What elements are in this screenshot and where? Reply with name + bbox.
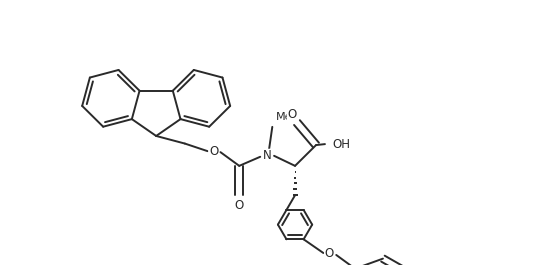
Text: O: O (287, 108, 296, 121)
Text: OH: OH (333, 137, 351, 151)
Text: N: N (263, 149, 272, 162)
Text: O: O (325, 247, 334, 260)
Text: Me: Me (276, 112, 293, 122)
Text: O: O (209, 145, 218, 158)
Text: O: O (235, 199, 244, 211)
